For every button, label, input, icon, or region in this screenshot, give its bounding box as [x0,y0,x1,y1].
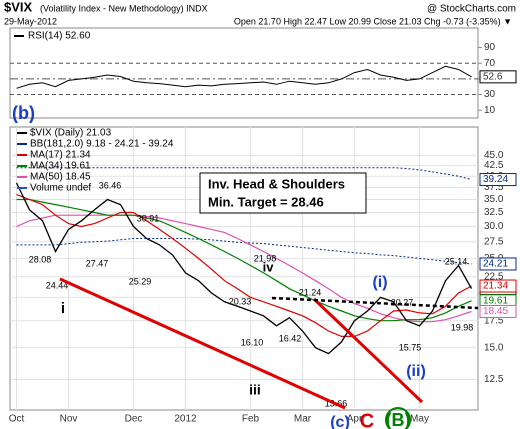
price-label: 21.24 [299,287,322,297]
x-tick-label: Mar [294,414,312,425]
trend-line [312,297,424,404]
price-line [15,182,473,355]
x-tick-label: Dec [125,414,143,425]
price-label: 30.91 [137,213,160,223]
ma-line [16,194,472,337]
price-label: 16.10 [241,337,264,347]
last-value-box [479,304,517,318]
y-tick-label: 30.0 [484,221,504,232]
y-tick-label: 37.5 [484,182,504,193]
last-value-box [479,279,517,293]
wave-circle [385,407,411,429]
callout-text: Inv. Head & Shoulders [208,176,345,191]
date: 29-May-2012 [4,16,57,26]
wave-label: (i) [372,274,387,291]
rsi-panel [9,27,479,119]
description: (Volatility Index - New Methodology) IND… [40,3,208,13]
rsi-title: RSI(14) 52.60 [28,31,91,42]
x-tick-label: 2012 [174,414,197,425]
y-tick-label: 10 [484,105,496,116]
rsi-line [16,65,472,89]
y-tick-label: 90 [484,42,496,53]
price-label: 25.14 [445,256,468,266]
trend-line [59,277,346,410]
price-label: 21.98 [254,253,277,263]
last-value-label: 18.45 [483,306,508,317]
y-tick-label: 35.0 [484,194,504,205]
callout-box [199,172,367,214]
last-value-box [479,173,517,187]
y-tick-label: 22.5 [484,271,504,282]
panel-label: (b) [12,103,35,123]
source: @ StockCharts.com [427,4,516,15]
y-tick-label: 12.5 [484,374,504,385]
wave-label: (ii) [406,363,426,380]
price-label: 24.44 [46,280,69,290]
legend-label: MA(17) 21.34 [30,150,91,161]
y-tick-label: 30 [484,89,496,100]
last-value-box [479,70,517,84]
x-tick-label: Apr [347,414,363,425]
y-tick-label: 17.5 [484,315,504,326]
last-value-label: 39.24 [483,174,508,185]
price-label: 20.27 [391,297,414,307]
ma-line [16,214,472,323]
price-label: 19.98 [451,322,474,332]
price-label: 27.47 [86,258,109,268]
wave-label: C [360,410,374,429]
wave-label: i [61,300,65,317]
neckline [271,296,479,310]
legend-label: MA(50) 18.45 [30,172,91,183]
wave-label: (c) [330,414,350,429]
legend-label: MA(34) 19.61 [30,161,91,172]
last-value-label: 21.34 [483,281,508,292]
quote: Open 21.70 High 22.47 Low 20.99 Close 21… [234,16,512,26]
y-tick-label: 15.0 [484,342,504,353]
x-tick-label: Oct [9,414,25,425]
price-label: 25.29 [129,276,152,286]
x-tick-label: May [410,414,429,425]
y-tick-label: 32.5 [484,207,504,218]
price-label: 16.42 [279,333,302,343]
legend-label: Volume undef [30,183,91,194]
y-tick-label: 42.5 [484,160,504,171]
price-label: 28.08 [29,254,52,264]
symbol: $VIX [4,0,33,14]
y-tick-label: 70 [484,58,496,69]
wave-label: iii [249,382,261,398]
last-value-box [479,257,517,271]
callout-text: Min. Target = 28.46 [208,194,324,209]
legend-label: $VIX (Daily) 21.03 [30,128,112,139]
y-tick-label: 45.0 [484,150,504,161]
last-value-label: 19.61 [483,295,508,306]
price-label: 20.33 [229,296,252,306]
price-label: 15.75 [399,342,422,352]
last-value-label: 24.21 [483,259,508,270]
bb-middle [16,238,472,265]
y-tick-label: 27.5 [484,236,504,247]
last-value-label: 52.6 [483,71,503,82]
x-tick-label: Nov [60,414,78,425]
wave-label: iv [263,259,275,274]
wave-label: (B) [386,410,411,429]
legend-label: BB(181,2.0) 9.18 - 24.21 - 39.24 [30,139,174,150]
price-label: 36.46 [99,180,122,190]
x-tick-label: Feb [242,414,260,425]
